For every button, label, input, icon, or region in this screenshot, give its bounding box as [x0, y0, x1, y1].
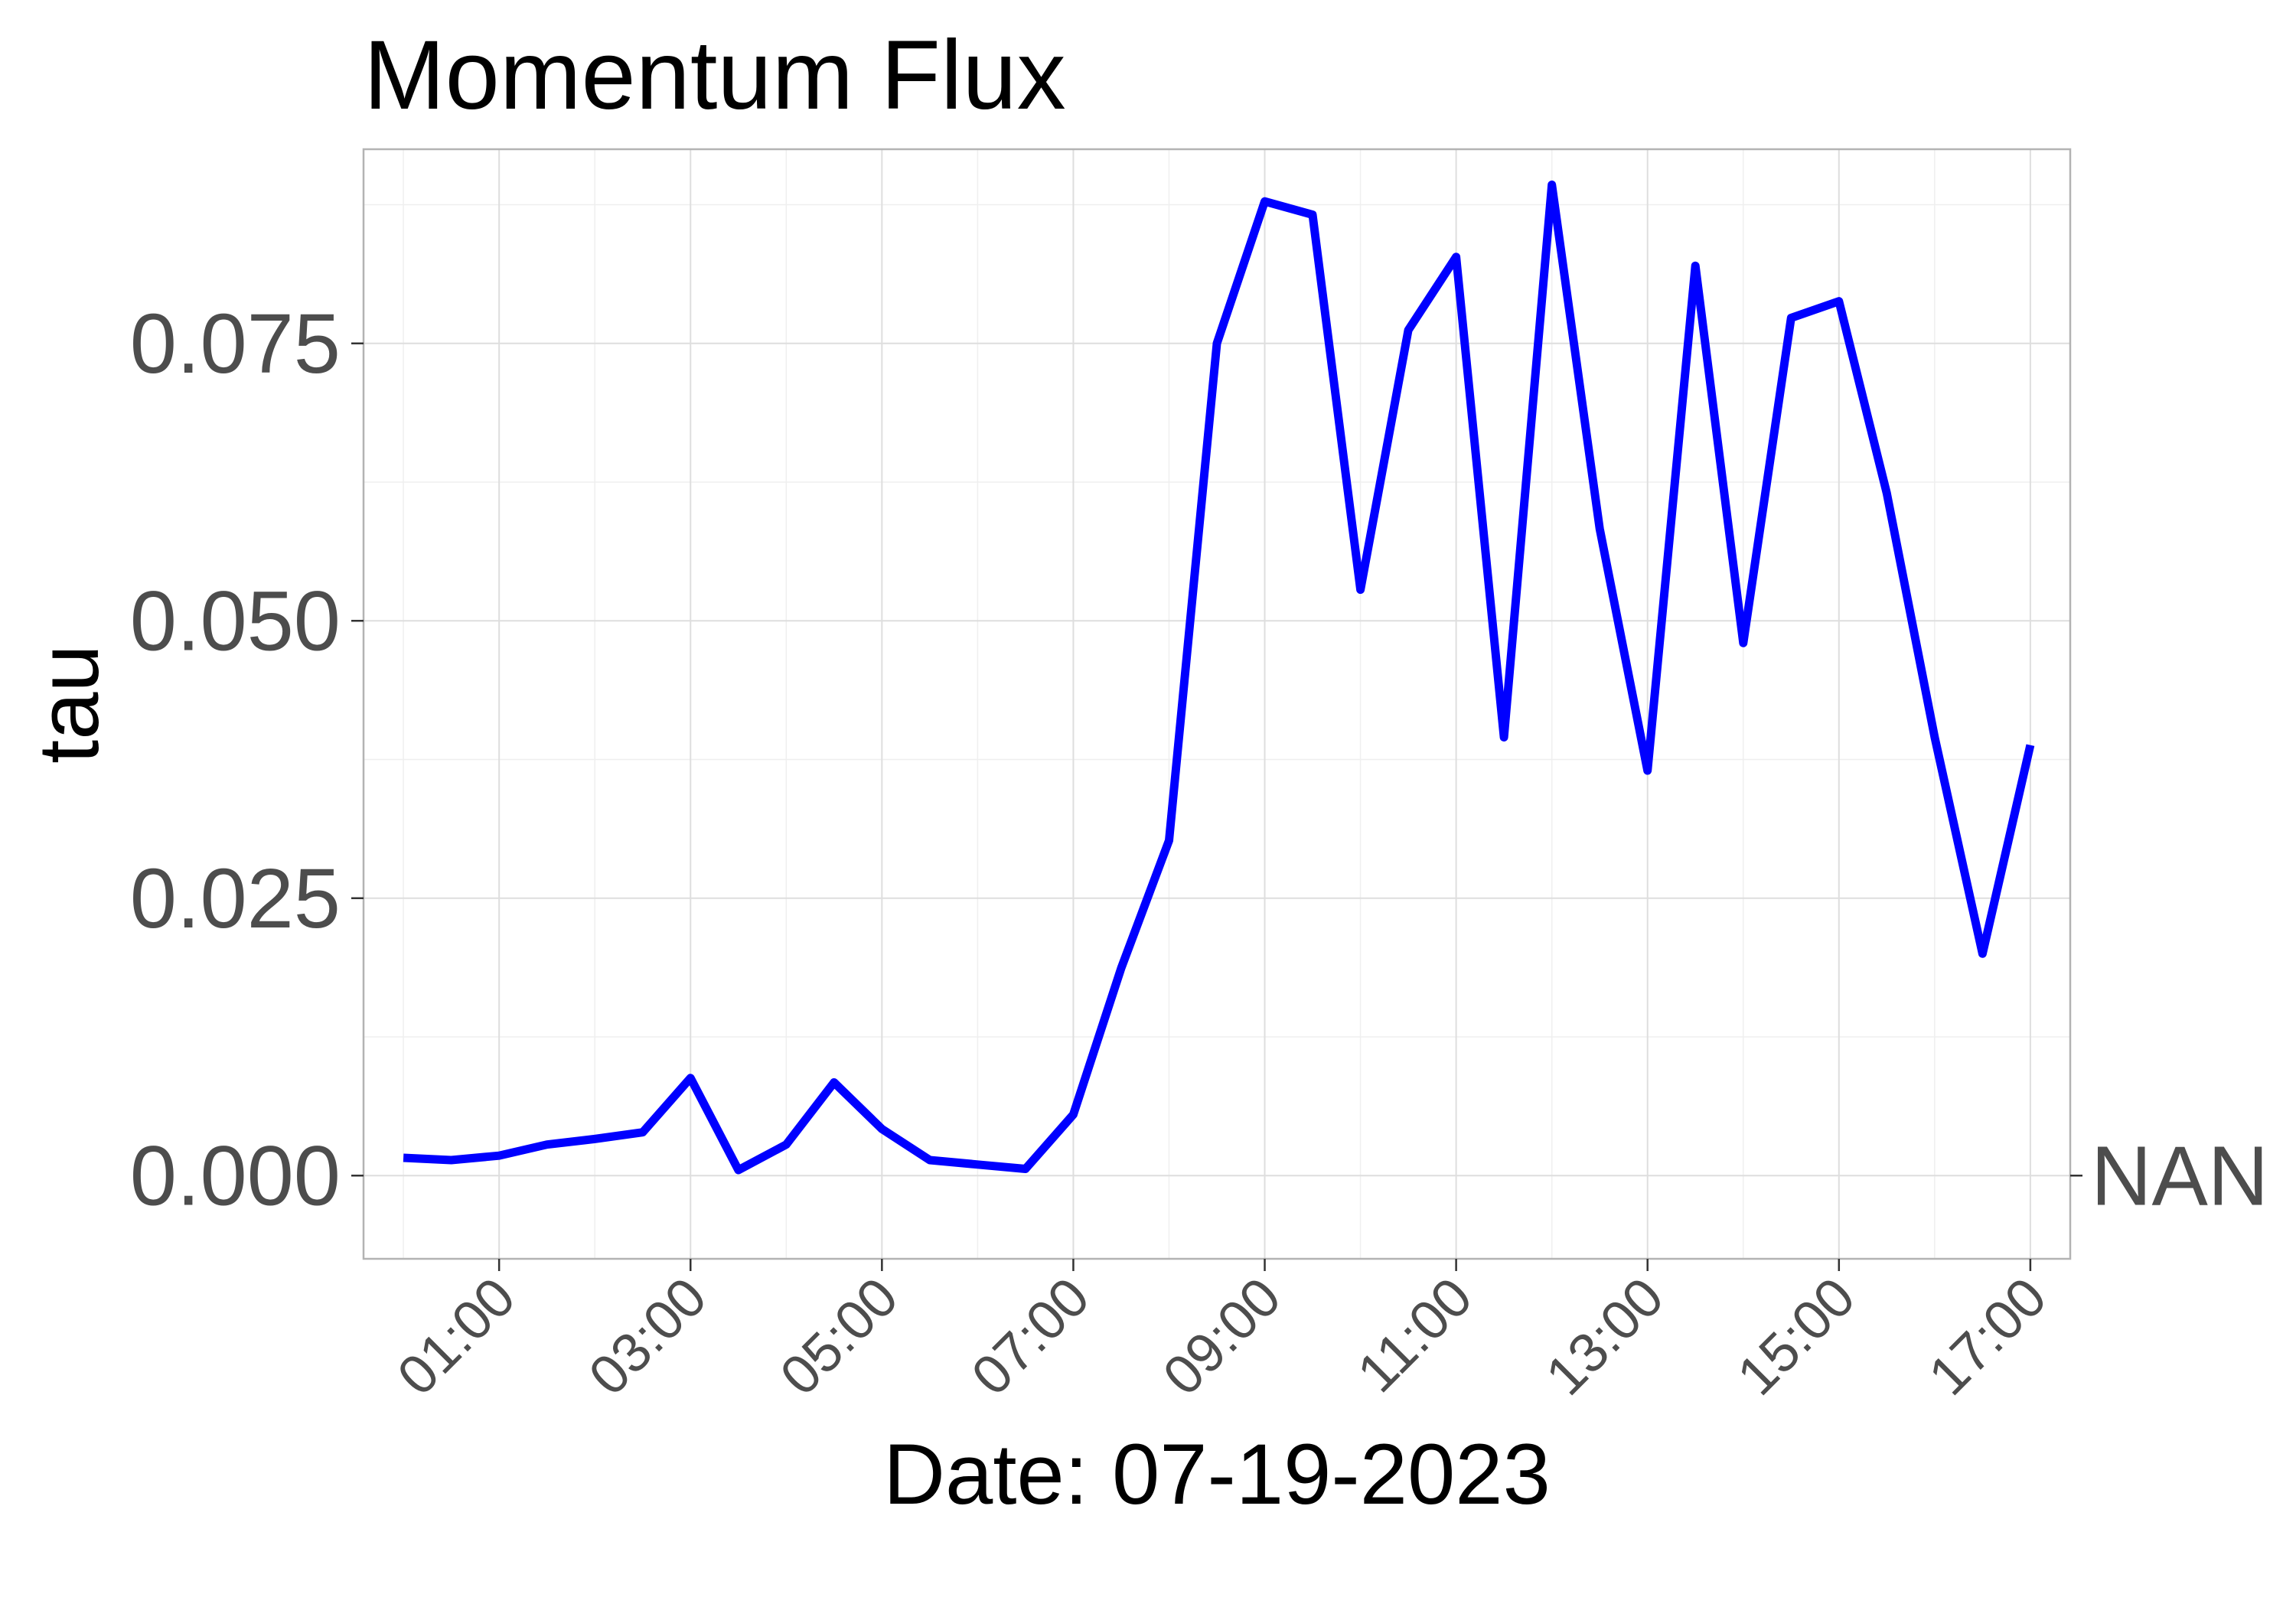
plot-border: [362, 148, 2072, 1260]
x-tick-label: 05:00: [769, 1266, 910, 1407]
x-tick-label: 13:00: [1534, 1266, 1675, 1407]
x-tick-label: 15:00: [1726, 1266, 1867, 1407]
chart-title: Momentum Flux: [364, 21, 1066, 130]
y-axis: 0.000 0.025 0.050 0.075: [130, 297, 364, 1223]
y-tick-label: 0.000: [130, 1129, 341, 1223]
x-tick-label: 07:00: [960, 1266, 1101, 1407]
y-tick-label: 0.075: [130, 297, 341, 391]
secondary-axis: NAN: [2070, 1129, 2268, 1223]
y-axis-title: tau: [21, 644, 116, 764]
x-tick-label: 01:00: [386, 1266, 527, 1407]
grid-minor: [364, 149, 2070, 1259]
secondary-axis-label: NAN: [2091, 1129, 2268, 1223]
x-tick-label: 17:00: [1917, 1266, 2058, 1407]
series-line: [403, 180, 2035, 1175]
x-tick-label: 03:00: [578, 1266, 719, 1407]
x-tick-label: 11:00: [1346, 1266, 1484, 1404]
x-axis: 01:00 03:00 05:00 07:00 09:00 11:00 13:00 15:00…: [386, 1259, 2058, 1407]
plot-panel: [364, 149, 2070, 1259]
series-layer: [403, 180, 2035, 1175]
y-tick-label: 0.025: [130, 852, 341, 946]
x-axis-title: Date: 07-19-2023: [883, 1426, 1551, 1522]
x-tick-label: 09:00: [1152, 1266, 1293, 1407]
y-tick-label: 0.050: [130, 574, 341, 668]
